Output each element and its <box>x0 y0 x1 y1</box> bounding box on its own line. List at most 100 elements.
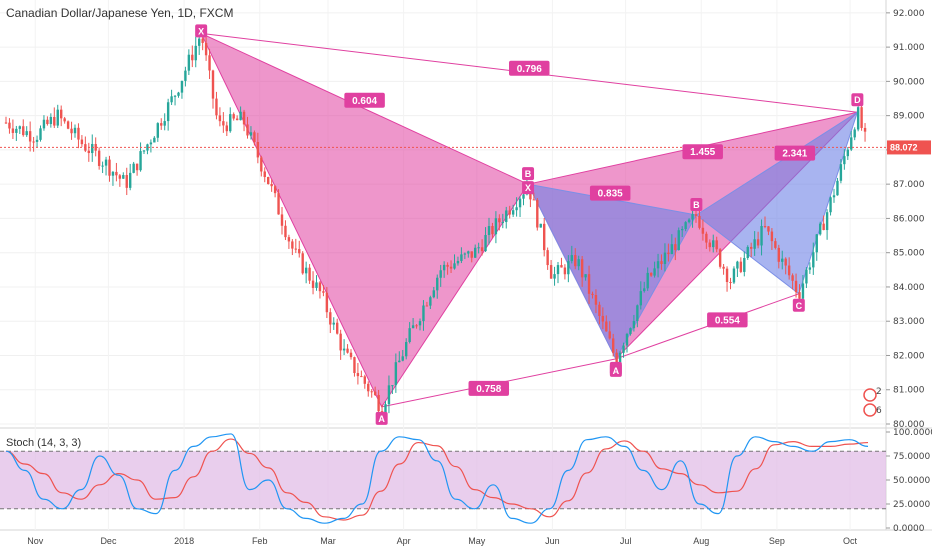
candle-body <box>146 144 149 151</box>
candle-body <box>346 348 349 353</box>
candle-body <box>18 126 21 129</box>
candle-body <box>739 261 743 272</box>
pattern2-point-a-box <box>609 363 622 377</box>
candle-body <box>291 241 294 249</box>
time-tick-label: Oct <box>843 536 858 546</box>
candle-body <box>215 98 218 116</box>
candle-body <box>63 118 66 122</box>
candle-body <box>729 282 732 284</box>
candle-body <box>15 128 18 133</box>
candle-body <box>801 283 805 299</box>
candle-body <box>208 55 211 71</box>
candle-body <box>304 267 308 274</box>
candle-body <box>139 151 142 171</box>
candle-body <box>639 291 642 306</box>
candle-body <box>511 210 515 215</box>
candle-body <box>39 128 42 140</box>
candle-body <box>263 171 266 178</box>
candle-body <box>708 242 711 248</box>
stoch-tick-label: 75.0000 <box>893 452 930 462</box>
candle-body <box>484 234 487 252</box>
candle-body <box>125 175 128 188</box>
candle-body <box>625 333 629 346</box>
candle-body <box>615 352 618 363</box>
candle-body <box>770 231 774 242</box>
badge-b-icon <box>863 403 877 417</box>
ratio-bd-box <box>682 144 723 160</box>
candle-body <box>701 227 705 234</box>
candle-body <box>166 102 170 122</box>
pattern2-point-a-text: A <box>613 366 620 376</box>
candle-body <box>698 215 701 228</box>
candle-body <box>794 280 798 293</box>
candle-body <box>829 197 832 213</box>
candle-body <box>660 261 663 265</box>
candle-body <box>832 195 836 198</box>
candle-body <box>467 251 470 254</box>
candle-body <box>336 322 339 334</box>
candle-body <box>522 194 525 199</box>
candle-body <box>746 246 749 258</box>
candle-body <box>612 338 615 353</box>
ratio-ac-box <box>468 380 510 396</box>
candle-body <box>87 150 90 154</box>
candle-body <box>649 272 653 276</box>
candle-body <box>11 128 15 133</box>
candle-body <box>342 348 346 351</box>
candle-body <box>73 127 77 134</box>
price-tick-label: 81.000 <box>893 386 925 396</box>
candle-body <box>97 150 101 166</box>
candle-body <box>574 255 577 267</box>
candle-body <box>753 239 756 249</box>
candle-body <box>718 249 722 267</box>
time-tick-label: Aug <box>693 536 709 546</box>
candle-body <box>684 222 687 229</box>
candle-body <box>756 239 760 246</box>
candle-body <box>198 38 201 46</box>
candle-body <box>387 385 391 405</box>
candle-body <box>49 116 53 125</box>
candle-body <box>487 226 491 235</box>
candle-body <box>860 107 863 128</box>
pattern2-ac-line <box>615 293 799 360</box>
candle-body <box>677 230 680 251</box>
candle-body <box>846 149 849 157</box>
candle-body <box>532 199 536 201</box>
candle-body <box>543 223 546 251</box>
time-tick-label: 2018 <box>174 536 194 546</box>
candle-body <box>781 258 784 262</box>
candle-body <box>508 210 511 215</box>
ratio-ac-text: 0.758 <box>476 384 501 395</box>
candle-body <box>325 292 329 313</box>
badge-a-icon <box>863 388 877 402</box>
stoch-tick-label: 50.0000 <box>893 476 930 486</box>
pattern1-point-d-text: D <box>854 95 861 105</box>
candle-body <box>853 129 856 138</box>
candle-body <box>498 218 501 223</box>
candle-body <box>391 385 394 387</box>
candle-body <box>839 164 843 181</box>
candle-body <box>567 261 570 275</box>
candle-body <box>787 265 791 276</box>
candle-body <box>377 394 380 412</box>
candle-body <box>850 137 853 150</box>
candle-body <box>384 404 387 415</box>
candle-body <box>453 263 456 269</box>
badge-b-count: 6 <box>876 406 882 416</box>
candle-body <box>674 244 677 251</box>
price-tick-label: 86.000 <box>893 214 925 224</box>
candle-body <box>563 267 567 275</box>
candle-body <box>636 305 639 322</box>
candle-body <box>405 342 408 357</box>
time-tick-label: Jul <box>620 536 632 546</box>
candle-body <box>53 116 56 126</box>
candle-body <box>825 212 829 231</box>
candle-body <box>643 288 646 292</box>
ratio-bd-text: 1.455 <box>690 147 715 158</box>
candle-body <box>422 305 425 322</box>
candle-body <box>712 240 715 248</box>
ratio-xb-text: 0.604 <box>352 96 377 107</box>
price-tick-label: 83.000 <box>893 317 925 327</box>
